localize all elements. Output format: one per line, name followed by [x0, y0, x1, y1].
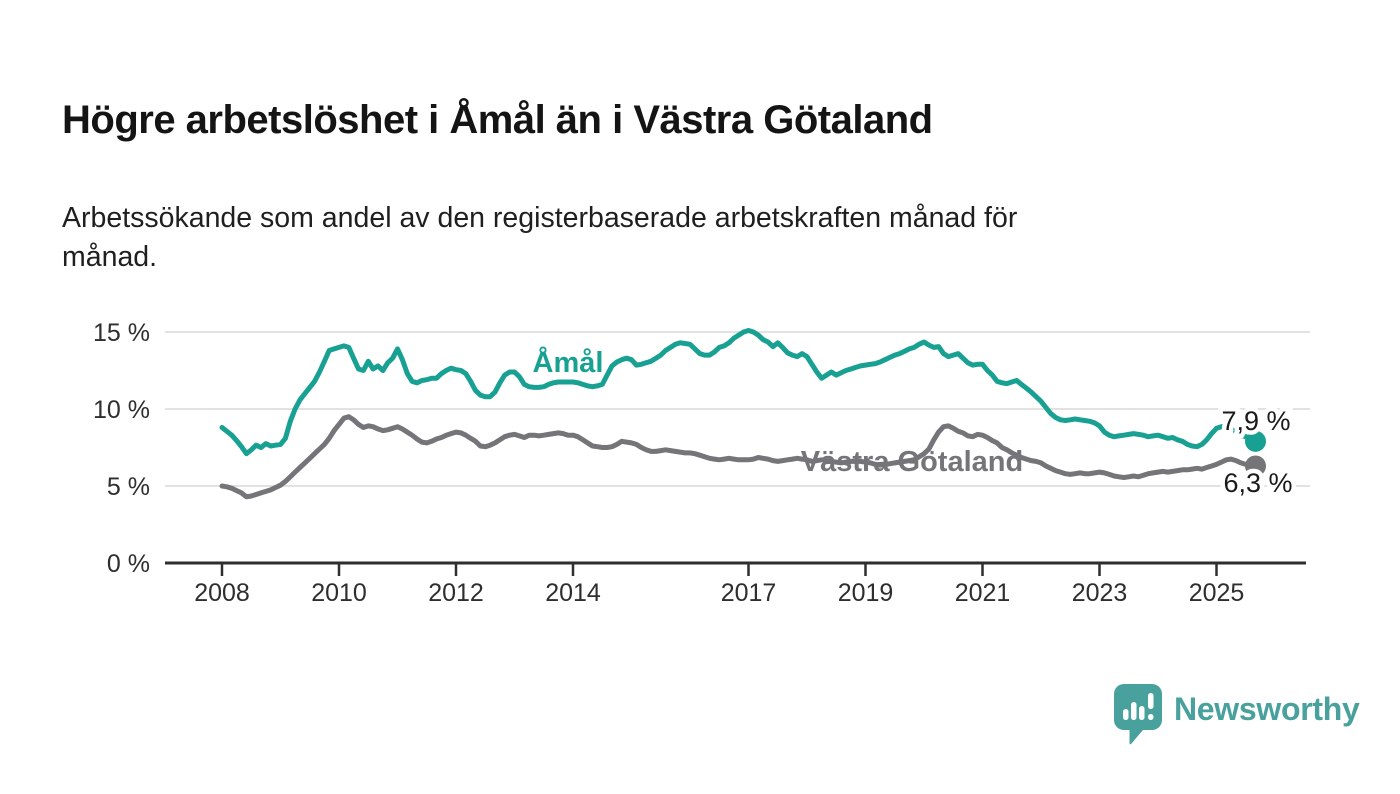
- x-axis-label-2008: 2008: [194, 579, 250, 607]
- bar-chart-speech-bubble-icon: [1114, 684, 1162, 745]
- series-end-label--m-l: 7,9 %: [1221, 406, 1290, 436]
- x-axis-label-2010: 2010: [311, 579, 367, 607]
- x-axis-label-2012: 2012: [428, 579, 484, 607]
- series-line-v-stra-g-taland: [219, 414, 1258, 500]
- x-axis-label-2017: 2017: [721, 579, 777, 607]
- x-axis-label-2023: 2023: [1072, 579, 1128, 607]
- brand-name: Newsworthy: [1174, 691, 1360, 727]
- y-axis-label-10: 10 %: [93, 396, 150, 424]
- y-axis-label-5: 5 %: [107, 473, 150, 501]
- y-axis-label-0: 0 %: [107, 550, 150, 578]
- series-label-v-stra-g-taland: Västra Götaland: [801, 446, 1023, 478]
- x-axis-label-2019: 2019: [838, 579, 894, 607]
- series-label--m-l: Åmål: [533, 346, 604, 379]
- series-end-dot--m-l: [1245, 430, 1266, 452]
- x-axis-label-2014: 2014: [545, 579, 601, 607]
- x-axis-label-2025: 2025: [1189, 579, 1245, 607]
- series-end-dot-v-stra-g-taland: [1245, 455, 1266, 477]
- page-title: Högre arbetslöshet i Åmål än i Västra Gö…: [62, 97, 933, 142]
- series-end-label-v-stra-g-taland: 6,3 %: [1223, 468, 1292, 498]
- x-axis-label-2021: 2021: [955, 579, 1011, 607]
- chart-subtitle: Arbetssökande som andel av den registerb…: [62, 201, 1018, 273]
- series-line--m-l: [219, 328, 1258, 457]
- newsworthy-logo: Newsworthy: [1114, 684, 1360, 746]
- y-axis-label-15: 15 %: [93, 319, 150, 347]
